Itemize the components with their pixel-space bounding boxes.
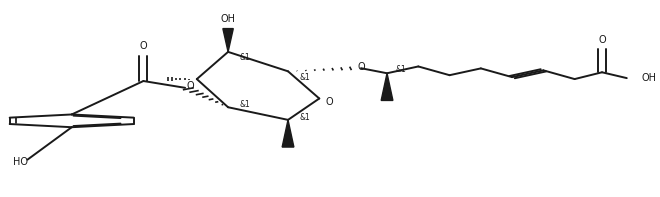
Text: &1: &1 [299,113,310,122]
Text: OH: OH [641,73,656,83]
Text: &1: &1 [239,53,250,62]
Text: O: O [187,81,194,91]
Text: O: O [357,62,365,72]
Text: O: O [139,41,147,51]
Polygon shape [381,73,393,100]
Text: HO: HO [13,157,28,167]
Text: OH: OH [220,14,236,24]
Text: &1: &1 [299,73,310,82]
Text: &1: &1 [239,100,250,109]
Polygon shape [223,29,233,52]
Polygon shape [282,120,294,147]
Text: O: O [326,97,333,107]
Text: O: O [598,35,606,45]
Text: &1: &1 [395,65,407,74]
